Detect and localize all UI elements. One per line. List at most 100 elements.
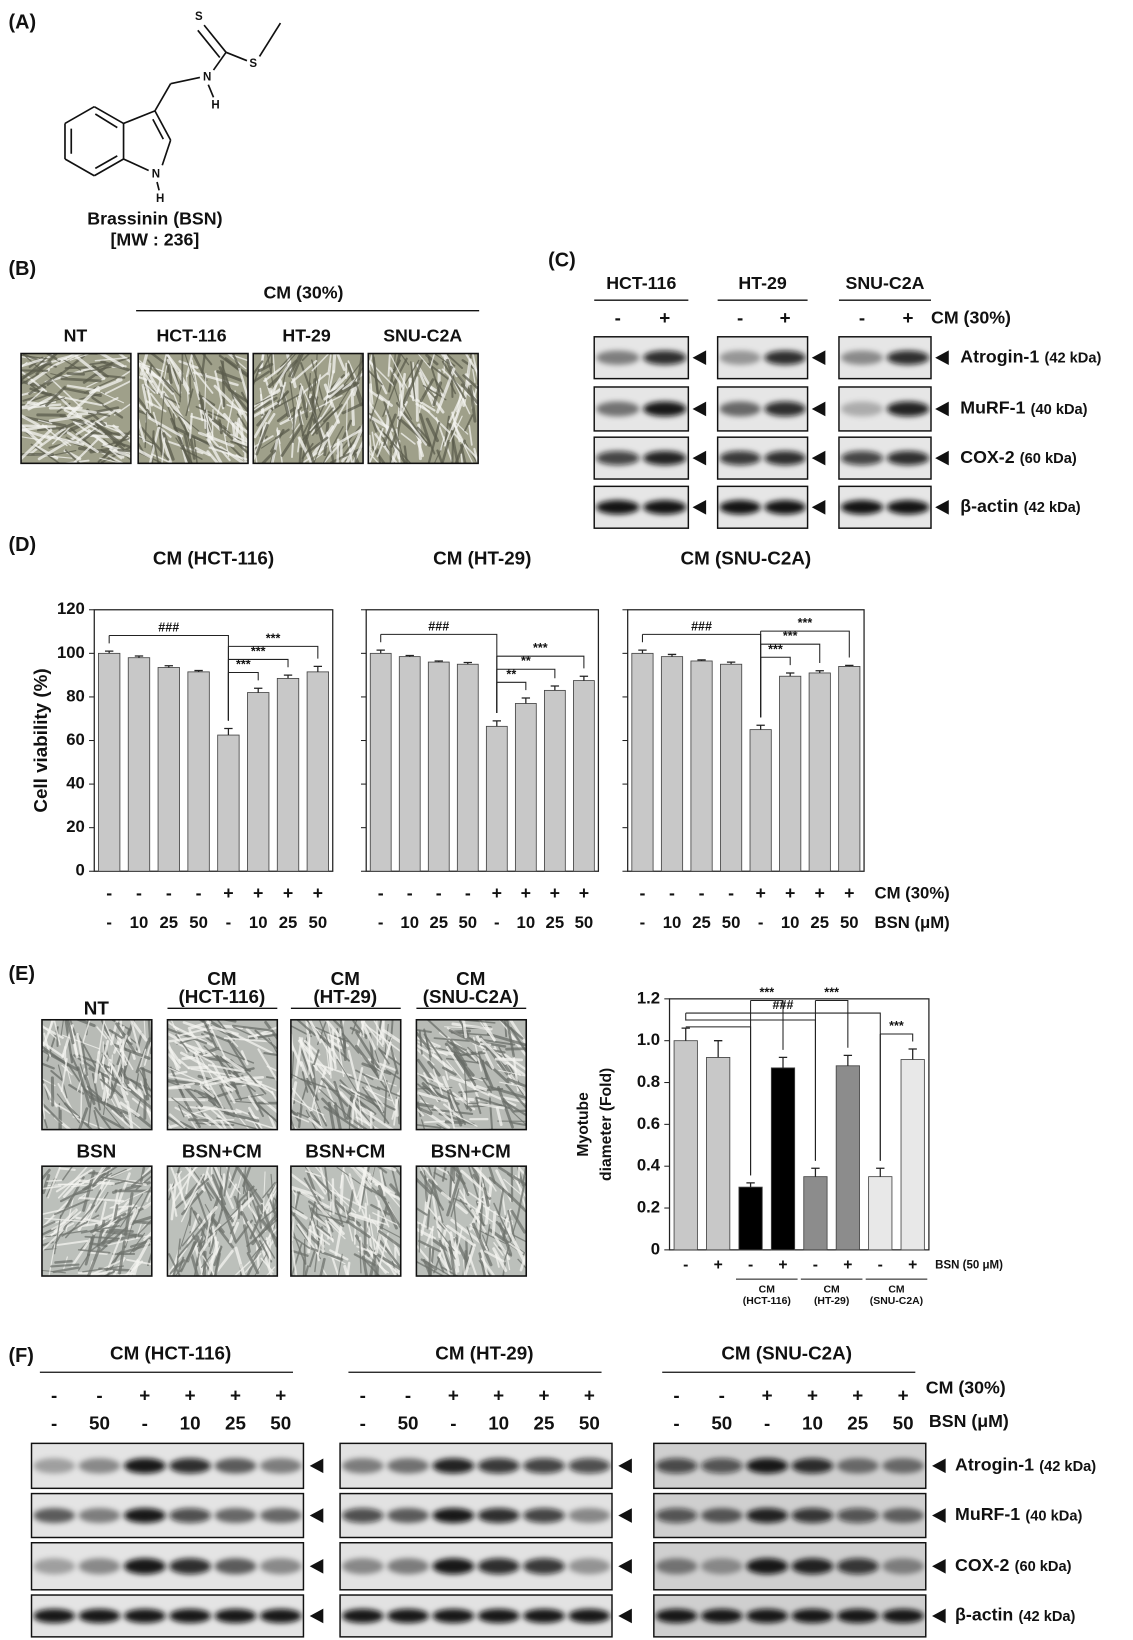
cell	[369, 360, 388, 395]
blot-bg	[31, 1443, 304, 1489]
cell	[491, 1210, 497, 1236]
cell	[76, 1032, 84, 1065]
cell	[242, 1166, 252, 1187]
cell	[51, 379, 81, 407]
cell	[378, 1232, 389, 1267]
cell	[129, 1239, 151, 1277]
cell	[230, 440, 249, 449]
cell	[312, 1064, 338, 1090]
bsn-dose: -	[764, 1413, 770, 1434]
cell	[189, 1252, 200, 1277]
band	[886, 451, 930, 466]
micrograph	[138, 353, 249, 464]
cell	[345, 422, 364, 464]
cell	[422, 1258, 432, 1277]
blot-frame	[339, 1492, 613, 1539]
cm-sign: +	[253, 883, 263, 903]
cell	[253, 360, 264, 376]
cell	[180, 1051, 208, 1068]
blot	[31, 1443, 304, 1489]
bar	[738, 1186, 763, 1251]
cell	[346, 1261, 351, 1277]
cell	[193, 1253, 200, 1277]
cell	[60, 406, 97, 414]
cell	[184, 353, 195, 383]
group-label: CM	[759, 1284, 775, 1295]
micrograph	[416, 1019, 527, 1130]
cell	[359, 1240, 362, 1274]
cell	[319, 1257, 326, 1277]
cell	[316, 1204, 345, 1236]
blot-frame	[838, 336, 932, 380]
band	[596, 350, 640, 365]
cell	[167, 1258, 186, 1277]
sign: +	[780, 307, 791, 328]
bar	[276, 677, 300, 872]
band	[341, 1458, 384, 1474]
cell	[446, 1060, 465, 1083]
cell	[450, 1039, 468, 1067]
chart-title: CM (HCT-116)	[153, 548, 274, 569]
cell	[55, 1168, 93, 1193]
x-tick-label: 10	[517, 913, 536, 932]
cm-sign: -	[106, 883, 112, 903]
cell	[206, 437, 223, 464]
cell	[70, 1238, 92, 1268]
cell	[327, 354, 332, 376]
cell	[201, 1260, 208, 1275]
cell	[200, 1086, 215, 1098]
cell	[373, 1252, 378, 1277]
blot	[653, 1443, 926, 1489]
cell	[464, 353, 478, 373]
blot-frame	[653, 1442, 927, 1490]
cell	[467, 1166, 479, 1199]
blot-frame	[838, 485, 932, 529]
bond	[123, 110, 156, 125]
cell	[331, 1178, 335, 1215]
cell	[27, 368, 50, 385]
band	[886, 401, 930, 417]
cell	[300, 437, 308, 464]
band	[882, 1558, 924, 1575]
cell	[98, 353, 125, 368]
cell	[449, 1075, 488, 1092]
blot-bg	[653, 1493, 926, 1538]
cell	[66, 431, 99, 454]
cell	[389, 1183, 401, 1199]
cell	[185, 388, 194, 417]
cell	[443, 412, 458, 447]
cell	[204, 412, 214, 438]
band	[836, 1608, 879, 1624]
micrograph-frame	[20, 352, 132, 465]
cell	[126, 1086, 152, 1111]
cell	[427, 1166, 441, 1207]
panel-label: (D)	[9, 534, 37, 556]
cell	[202, 1019, 218, 1049]
bsn-dose: -	[450, 1413, 456, 1434]
blot	[717, 486, 808, 529]
blot	[31, 1542, 304, 1590]
cell	[290, 1073, 313, 1086]
band	[886, 350, 930, 365]
blot-frame	[593, 485, 690, 529]
error-bar	[667, 653, 677, 657]
band	[882, 1458, 924, 1474]
significance-label: ***	[236, 658, 251, 672]
cell	[116, 1083, 132, 1092]
micrograph-frame	[290, 1018, 402, 1131]
cell	[140, 426, 170, 461]
cell	[191, 359, 200, 394]
cell	[242, 1166, 247, 1195]
atom: S	[249, 58, 257, 70]
bar	[398, 656, 421, 872]
cell	[359, 1105, 375, 1115]
arrow	[935, 450, 949, 466]
significance-bracket	[760, 630, 850, 718]
bar	[456, 663, 479, 872]
blot-frame	[339, 1442, 613, 1490]
cell	[392, 1166, 401, 1177]
bar	[127, 657, 151, 872]
cell	[309, 1111, 321, 1127]
cell	[260, 449, 277, 464]
cell	[156, 353, 168, 394]
